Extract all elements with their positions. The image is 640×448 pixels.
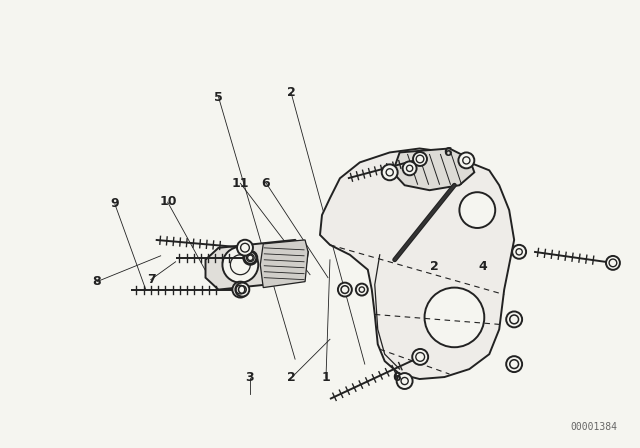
Circle shape bbox=[244, 252, 256, 264]
Circle shape bbox=[412, 349, 428, 365]
Text: 2: 2 bbox=[430, 260, 439, 273]
Circle shape bbox=[606, 256, 620, 270]
Text: 00001384: 00001384 bbox=[570, 422, 618, 432]
Circle shape bbox=[356, 284, 368, 296]
Text: 2: 2 bbox=[287, 86, 296, 99]
Circle shape bbox=[512, 245, 526, 259]
Text: 2: 2 bbox=[287, 371, 296, 384]
Text: 6: 6 bbox=[262, 177, 270, 190]
Circle shape bbox=[397, 373, 413, 389]
Circle shape bbox=[413, 152, 427, 166]
Text: 6: 6 bbox=[392, 371, 401, 384]
Text: 8: 8 bbox=[93, 276, 101, 289]
Circle shape bbox=[232, 282, 248, 297]
Text: 6: 6 bbox=[443, 146, 452, 159]
Polygon shape bbox=[205, 240, 308, 289]
Text: 10: 10 bbox=[159, 195, 177, 208]
Polygon shape bbox=[320, 148, 514, 379]
Circle shape bbox=[236, 283, 250, 297]
Text: 4: 4 bbox=[478, 260, 487, 273]
Circle shape bbox=[338, 283, 352, 297]
Circle shape bbox=[458, 152, 474, 168]
Text: 1: 1 bbox=[322, 371, 331, 384]
Text: 3: 3 bbox=[246, 371, 254, 384]
Circle shape bbox=[506, 311, 522, 327]
Circle shape bbox=[237, 240, 253, 256]
Text: 7: 7 bbox=[147, 273, 156, 286]
Circle shape bbox=[403, 161, 417, 175]
Polygon shape bbox=[393, 148, 474, 190]
Circle shape bbox=[243, 251, 257, 265]
Circle shape bbox=[424, 288, 484, 347]
Text: 5: 5 bbox=[214, 90, 223, 103]
Circle shape bbox=[506, 356, 522, 372]
Text: 9: 9 bbox=[111, 198, 119, 211]
Circle shape bbox=[460, 192, 495, 228]
Circle shape bbox=[223, 247, 259, 283]
Circle shape bbox=[381, 164, 397, 180]
Text: 11: 11 bbox=[232, 177, 249, 190]
Polygon shape bbox=[260, 240, 308, 288]
